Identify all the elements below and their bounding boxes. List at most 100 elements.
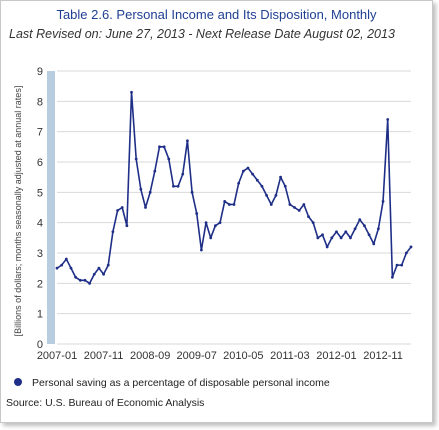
data-point-2012-11 [381, 200, 385, 203]
data-point-2010-07 [251, 172, 255, 176]
data-point-2010-06 [246, 166, 250, 170]
data-point-2007-02 [60, 263, 64, 267]
data-point-2007-12 [106, 263, 110, 267]
series-line-0 [56, 91, 412, 285]
y-tick-label-9: 9 [37, 66, 43, 78]
data-point-2010-01 [223, 200, 227, 203]
data-point-2011-07 [307, 215, 310, 219]
data-point-2007-06 [78, 278, 82, 282]
data-point-2010-08 [255, 178, 259, 182]
data-point-2013-03 [400, 263, 404, 267]
data-point-2008-10 [153, 169, 157, 173]
y-tick-label-5: 5 [37, 187, 43, 199]
data-point-2012-08 [367, 233, 371, 237]
data-point-2013-02 [395, 263, 399, 267]
data-point-2009-05 [186, 139, 189, 143]
data-point-2009-04 [181, 172, 185, 176]
data-point-2007-03 [64, 257, 68, 261]
data-point-2008-02 [116, 209, 119, 212]
data-point-2010-11 [269, 203, 273, 206]
data-point-2007-10 [97, 266, 101, 270]
chart-frame: Table 2.6. Personal Income and Its Dispo… [0, 0, 433, 423]
data-point-2008-03 [120, 206, 124, 209]
y-tick-label-2: 2 [37, 278, 43, 290]
legend-marker [14, 378, 22, 387]
data-point-2012-02 [339, 236, 343, 240]
data-point-2011-09 [316, 236, 320, 240]
data-point-2010-03 [232, 203, 236, 206]
data-point-2012-07 [363, 224, 366, 228]
data-point-2011-03 [288, 203, 292, 206]
source-note: Source: U.S. Bureau of Economic Analysis [6, 397, 205, 409]
data-point-2011-08 [311, 221, 315, 225]
y-tick-label-8: 8 [37, 96, 43, 108]
data-point-2010-04 [237, 181, 241, 185]
y-tick-label-0: 0 [37, 339, 43, 351]
chart-title: Table 2.6. Personal Income and Its Dispo… [56, 7, 377, 22]
data-point-2009-02 [172, 184, 175, 188]
data-point-2009-01 [167, 157, 171, 161]
y-tick-label-6: 6 [37, 157, 43, 169]
data-point-2011-01 [279, 175, 282, 179]
y-axis-band [47, 71, 55, 344]
data-point-2011-12 [330, 236, 334, 240]
data-point-2008-05 [130, 90, 133, 94]
data-point-2008-06 [134, 157, 138, 161]
data-point-2008-01 [111, 230, 115, 234]
data-point-2010-10 [265, 193, 269, 197]
y-tick-label-7: 7 [37, 127, 43, 139]
x-tick-label-2008-09: 2008-09 [130, 350, 170, 362]
data-point-2011-02 [283, 184, 287, 188]
data-point-2011-10 [321, 233, 324, 237]
data-point-2012-06 [358, 218, 362, 222]
y-tick-label-3: 3 [37, 248, 43, 260]
data-point-2007-01 [55, 266, 59, 270]
data-point-2011-05 [297, 209, 301, 212]
data-point-2007-09 [92, 272, 96, 276]
data-point-2012-01 [335, 230, 338, 234]
x-tick-label-2007-01: 2007-01 [37, 350, 77, 362]
data-point-2012-03 [344, 230, 348, 234]
chart-subtitle: Last Revised on: June 27, 2013 - Next Re… [9, 27, 395, 41]
data-point-2009-08 [199, 248, 203, 252]
data-point-2012-12 [386, 118, 390, 121]
data-point-2008-12 [162, 145, 166, 149]
data-point-2009-06 [190, 190, 194, 194]
data-point-2012-09 [372, 242, 376, 246]
legend: Personal saving as a percentage of dispo… [14, 377, 330, 389]
data-point-2012-10 [376, 227, 380, 231]
data-point-2011-06 [302, 203, 306, 206]
data-point-2011-04 [293, 206, 296, 209]
x-tick-label-2007-11: 2007-11 [84, 350, 124, 362]
x-tick-label-2012-11: 2012-11 [363, 350, 403, 362]
data-point-2009-11 [213, 224, 217, 228]
data-point-2008-11 [158, 145, 161, 149]
data-point-2010-02 [227, 203, 231, 206]
data-point-2013-04 [404, 251, 408, 255]
data-point-2010-09 [260, 184, 264, 188]
data-point-2013-05 [409, 245, 413, 249]
x-tick-label-2011-03: 2011-03 [270, 350, 310, 362]
data-point-2012-05 [353, 227, 357, 231]
data-point-2009-07 [195, 212, 199, 215]
data-point-2007-04 [69, 266, 73, 270]
data-point-2010-05 [241, 169, 245, 173]
data-point-2007-07 [83, 278, 87, 282]
data-point-2009-12 [218, 221, 222, 225]
line-chart: 0 1 2 3 4 5 6 7 8 9 2007-01 2007-11 2008-09 2009-07 20… [37, 66, 413, 362]
data-point-2008-04 [125, 224, 129, 228]
y-tick-label-4: 4 [37, 218, 43, 230]
data-point-2007-05 [74, 275, 78, 279]
data-point-2009-10 [209, 236, 213, 240]
data-point-2010-12 [274, 193, 278, 197]
x-tick-label-2012-01: 2012-01 [316, 350, 356, 362]
data-point-2012-04 [349, 236, 352, 240]
data-point-2009-03 [176, 184, 180, 188]
data-point-2008-09 [148, 190, 152, 194]
data-point-2008-08 [144, 206, 147, 209]
data-point-2011-11 [325, 245, 329, 249]
legend-label: Personal saving as a percentage of dispo… [32, 377, 330, 389]
x-tick-label-2009-07: 2009-07 [177, 350, 217, 362]
y-tick-label-1: 1 [37, 309, 43, 321]
data-point-2013-01 [390, 275, 394, 279]
